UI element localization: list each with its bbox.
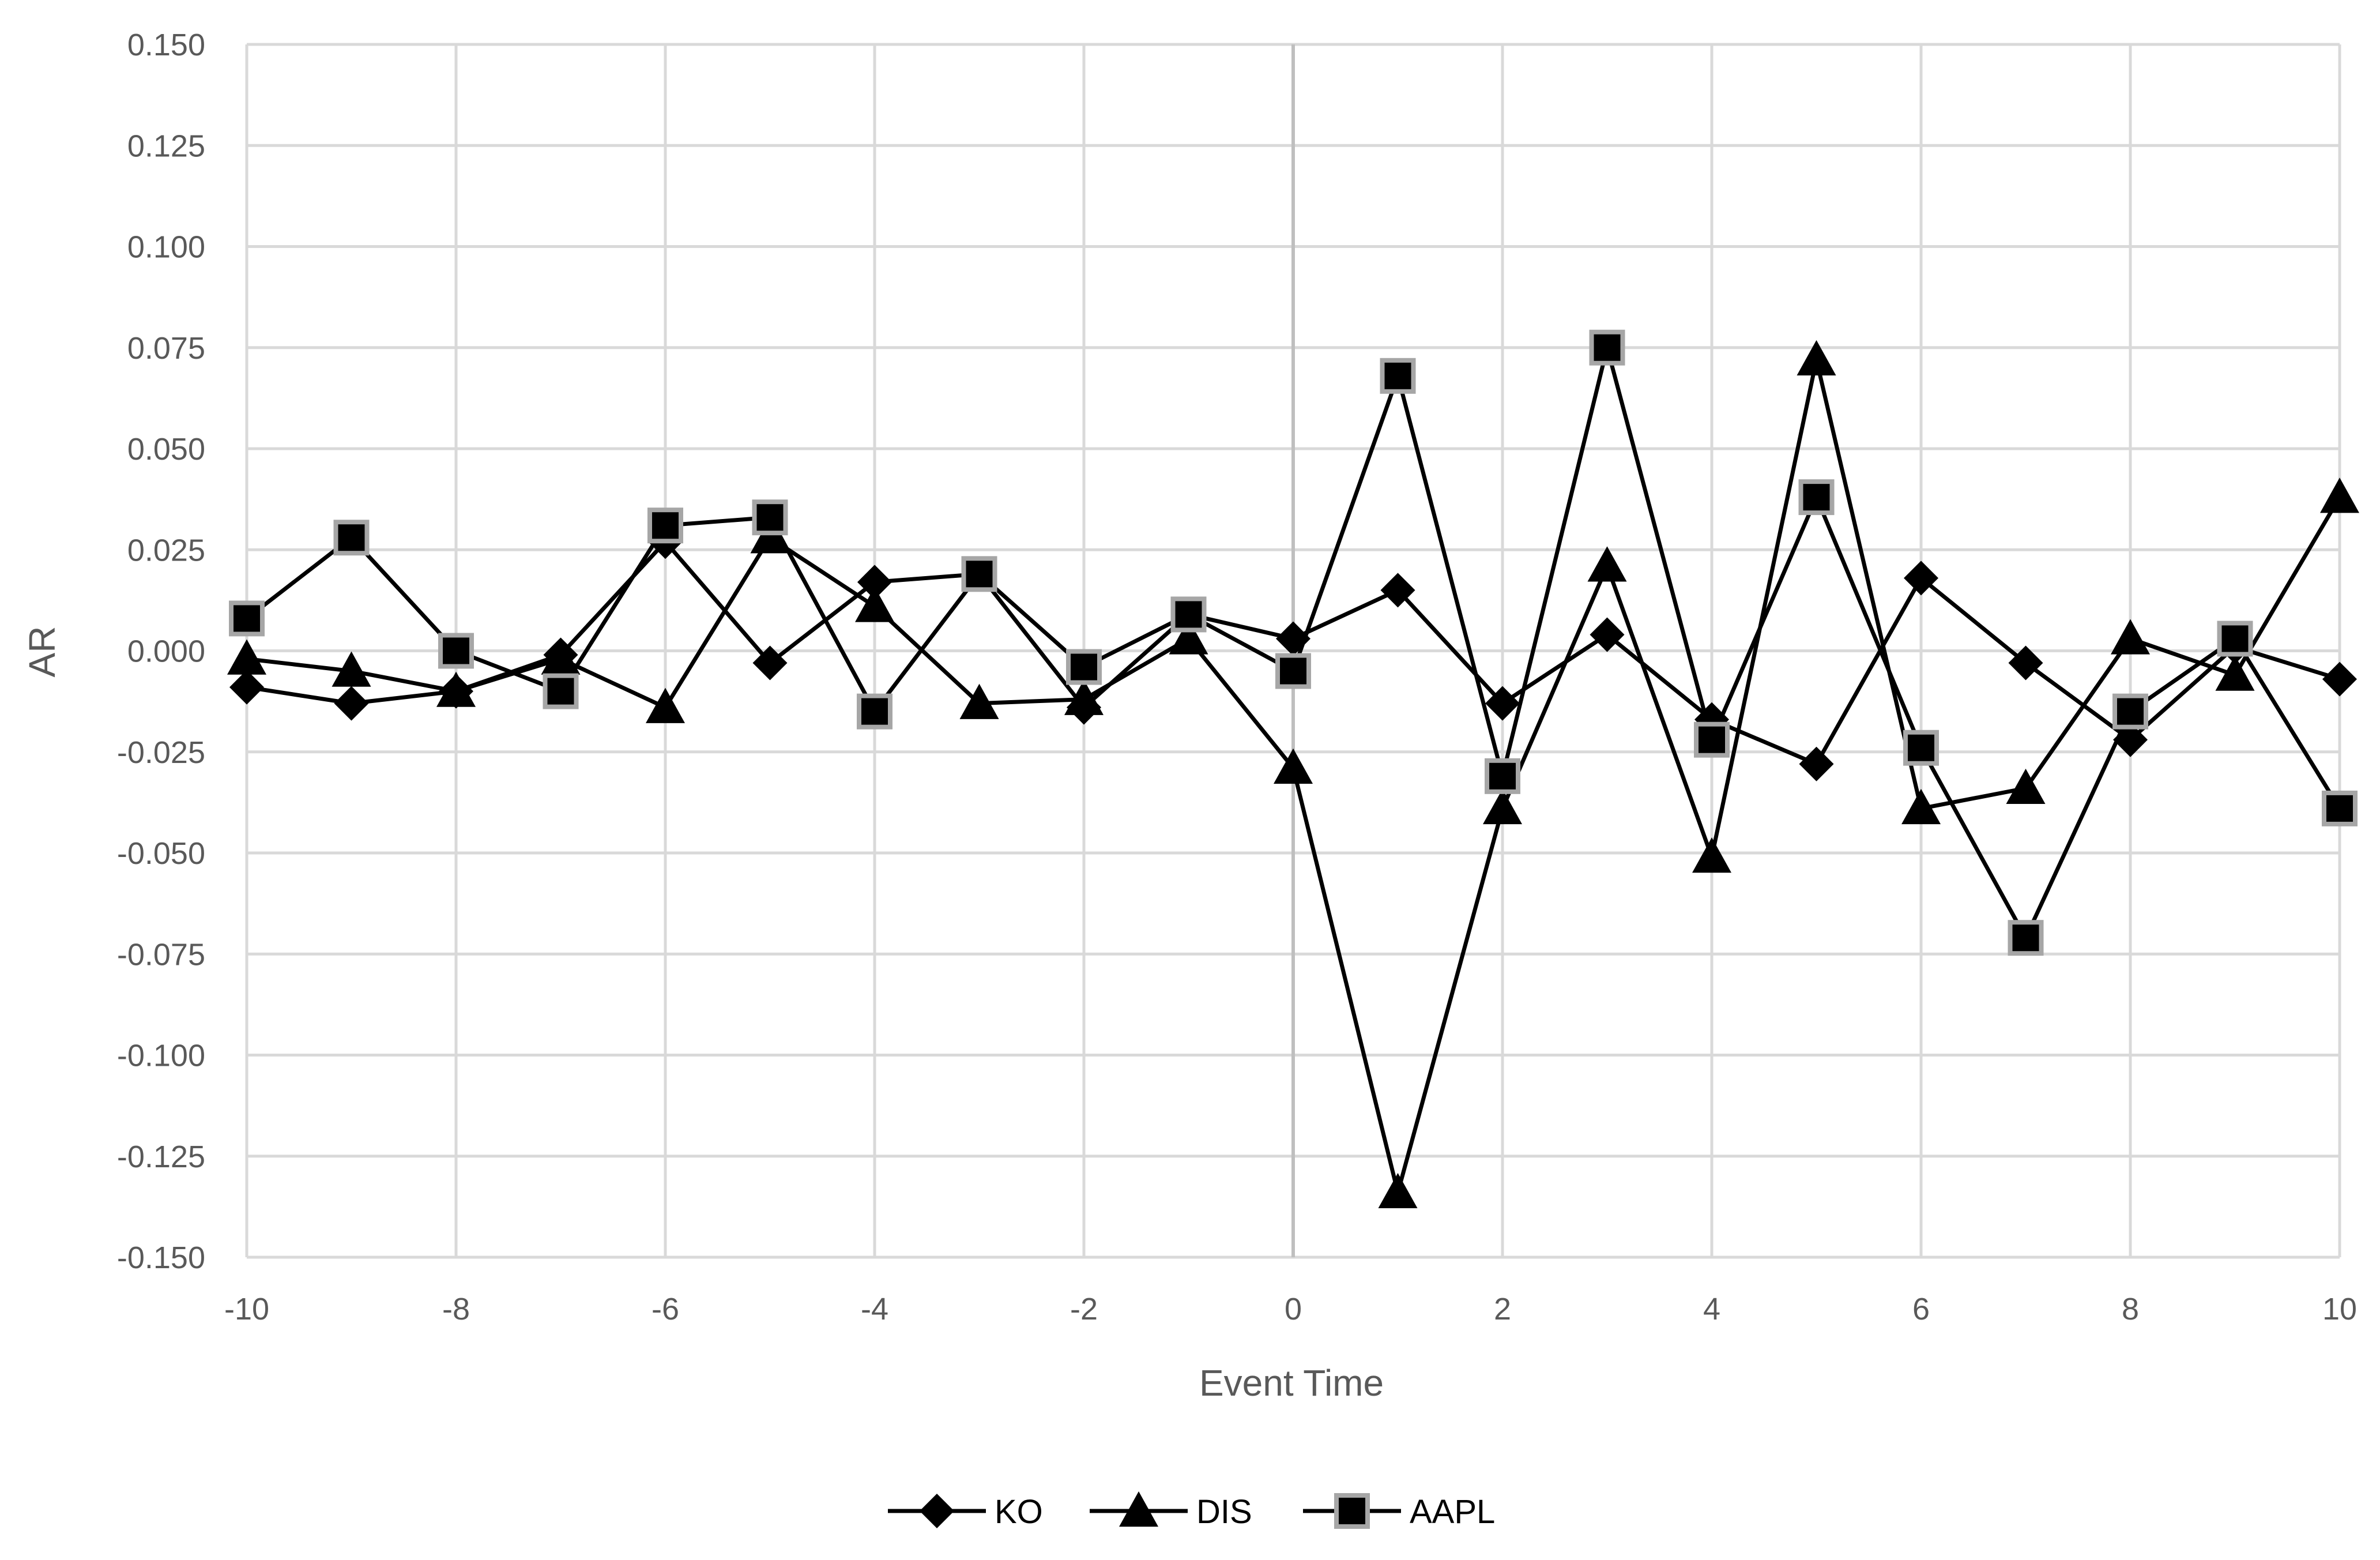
data-point-ko xyxy=(857,565,892,600)
data-point-ko xyxy=(1799,746,1834,781)
y-tick-label: 0.100 xyxy=(127,230,205,265)
legend-item-aapl: AAPL xyxy=(1303,1493,1495,1531)
data-point-ko xyxy=(1590,617,1625,652)
y-tick-label: -0.075 xyxy=(117,937,205,972)
data-point-aapl xyxy=(2217,621,2253,657)
y-tick-label: 0.150 xyxy=(127,28,205,62)
data-point-dis xyxy=(1378,1172,1418,1209)
legend-label-ko: KO xyxy=(995,1493,1043,1531)
data-point-ko xyxy=(2008,645,2043,681)
legend-marker-ko xyxy=(920,1494,954,1528)
x-tick-label: 8 xyxy=(2122,1292,2139,1326)
x-tick-label: 4 xyxy=(1703,1292,1720,1326)
data-point-ko xyxy=(334,686,369,721)
data-point-aapl xyxy=(2112,693,2148,730)
data-point-ko xyxy=(2322,661,2357,697)
data-point-dis xyxy=(227,639,266,675)
legend-item-ko: KO xyxy=(888,1493,1043,1531)
data-point-dis xyxy=(1587,546,1627,582)
legend-label-aapl: AAPL xyxy=(1410,1493,1495,1531)
data-point-dis xyxy=(1169,619,1208,655)
data-point-aapl xyxy=(333,520,370,556)
data-point-aapl xyxy=(1694,721,1730,758)
legend-marker-aapl xyxy=(1334,1493,1370,1529)
y-axis-title: AR xyxy=(21,626,63,678)
data-point-aapl xyxy=(1380,358,1416,394)
data-point-aapl xyxy=(1275,653,1311,689)
x-tick-label: 0 xyxy=(1285,1292,1302,1326)
y-tick-label: -0.050 xyxy=(117,836,205,871)
data-point-dis xyxy=(332,651,371,687)
y-tick-label: 0.125 xyxy=(127,129,205,163)
y-tick-label: -0.125 xyxy=(117,1140,205,1174)
data-point-dis xyxy=(646,687,685,723)
data-point-ko xyxy=(1380,573,1415,608)
data-point-ko xyxy=(1485,686,1520,721)
x-tick-label: 6 xyxy=(1912,1292,1930,1326)
series-aapl xyxy=(229,329,2358,956)
data-point-aapl xyxy=(229,600,265,637)
data-point-dis xyxy=(959,683,999,719)
data-point-dis xyxy=(750,518,790,554)
data-point-aapl xyxy=(1170,596,1207,633)
data-point-aapl xyxy=(1903,730,1939,766)
x-tick-label: 2 xyxy=(1494,1292,1511,1326)
data-point-aapl xyxy=(961,556,997,592)
x-tick-label: -6 xyxy=(652,1292,679,1326)
data-point-aapl xyxy=(1066,649,1102,685)
data-point-aapl xyxy=(857,693,892,730)
data-point-aapl xyxy=(752,499,788,536)
y-tick-label: 0.000 xyxy=(127,634,205,669)
y-tick-label: -0.100 xyxy=(117,1039,205,1073)
data-point-aapl xyxy=(2008,920,2044,956)
data-point-ko xyxy=(1904,561,1938,596)
data-point-dis xyxy=(1064,679,1104,715)
data-point-ko xyxy=(229,670,264,705)
legend: KO DIS AAPL xyxy=(888,1491,1495,1531)
legend-label-dis: DIS xyxy=(1196,1493,1252,1531)
data-point-dis xyxy=(2215,655,2255,691)
x-tick-label: -8 xyxy=(442,1292,470,1326)
data-point-aapl xyxy=(1798,479,1835,516)
data-point-dis xyxy=(1692,837,1731,873)
data-point-aapl xyxy=(1485,758,1520,794)
y-axis-tick-labels: -0.150 -0.125 -0.100 -0.075 -0.050 -0.025 0.00… xyxy=(117,28,205,1275)
data-point-dis xyxy=(855,587,894,622)
data-point-dis xyxy=(2320,478,2359,513)
data-point-dis xyxy=(1901,788,1941,825)
y-tick-label: 0.025 xyxy=(127,533,205,567)
data-point-dis xyxy=(436,671,476,707)
legend-marker-dis xyxy=(1119,1491,1158,1527)
x-axis-tick-labels: -10 -8 -6 -4 -2 0 2 4 6 8 10 xyxy=(224,1292,2357,1326)
data-point-aapl xyxy=(543,673,579,709)
x-tick-label: -4 xyxy=(861,1292,888,1326)
data-point-ko xyxy=(752,645,788,681)
data-point-dis xyxy=(541,639,581,675)
series-lines xyxy=(227,329,2359,1209)
y-tick-label: 0.050 xyxy=(127,432,205,467)
y-tick-label: 0.075 xyxy=(127,331,205,366)
data-point-dis xyxy=(1797,340,1836,375)
data-point-dis xyxy=(1274,748,1313,784)
x-tick-label: -10 xyxy=(224,1292,269,1326)
x-axis-title: Event Time xyxy=(1199,1362,1384,1404)
legend-item-dis: DIS xyxy=(1090,1491,1252,1531)
data-point-aapl xyxy=(2322,790,2358,826)
data-point-dis xyxy=(1483,788,1522,825)
y-tick-label: -0.150 xyxy=(117,1241,205,1275)
x-tick-label: 10 xyxy=(2322,1292,2357,1326)
data-point-aapl xyxy=(438,633,474,669)
series-dis xyxy=(227,340,2359,1209)
data-point-dis xyxy=(2111,619,2150,655)
data-point-dis xyxy=(2006,768,2046,805)
x-tick-label: -2 xyxy=(1070,1292,1098,1326)
y-tick-label: -0.025 xyxy=(117,735,205,770)
data-point-aapl xyxy=(647,508,683,544)
data-point-aapl xyxy=(1589,329,1625,366)
